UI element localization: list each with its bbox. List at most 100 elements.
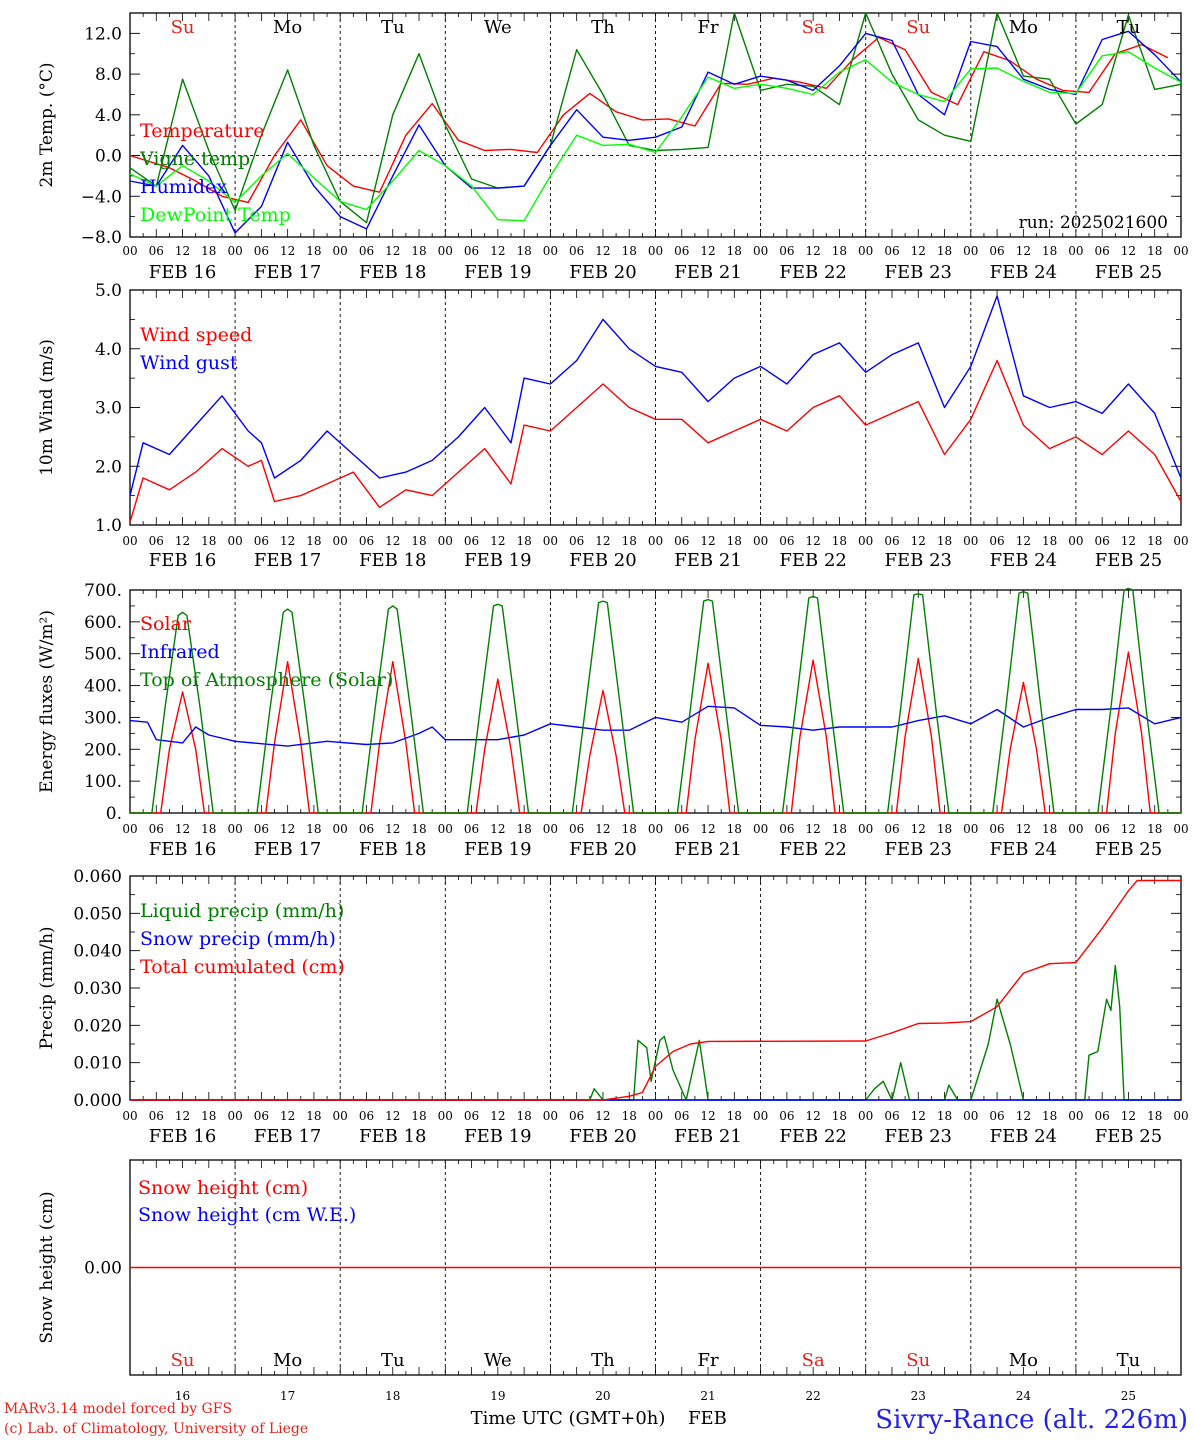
credit-line-1: MARv3.14 model forced by GFS: [4, 1401, 232, 1417]
hour-tick-label: 06: [359, 244, 374, 258]
hour-tick-label: 18: [516, 534, 531, 548]
hour-tick-label: 12: [385, 534, 400, 548]
hour-tick-label: 12: [700, 534, 715, 548]
date-label: FEB 17: [254, 1126, 321, 1147]
hour-tick-label: 00: [648, 1109, 663, 1123]
date-label: FEB 16: [149, 1126, 216, 1147]
hour-tick-label: 06: [464, 1109, 479, 1123]
hour-tick-label: 12: [911, 534, 926, 548]
hour-tick-label: 18: [516, 244, 531, 258]
hour-tick-label: 12: [490, 244, 505, 258]
y-tick-label: 0.020: [73, 1016, 122, 1036]
hour-tick-label: 18: [411, 822, 426, 836]
date-label: FEB 16: [149, 839, 216, 860]
hour-tick-label: 18: [727, 822, 742, 836]
date-label: FEB 18: [359, 839, 426, 860]
date-label: FEB 17: [254, 839, 321, 860]
date-label: FEB 24: [990, 550, 1057, 571]
weekday-label: Mo: [1009, 17, 1038, 38]
date-label: FEB 23: [885, 1126, 952, 1147]
hour-tick-label: 18: [937, 534, 952, 548]
y-tick-label: 0.000: [73, 1091, 122, 1111]
date-label: FEB 21: [674, 262, 741, 283]
panel-frame-2: [129, 589, 1182, 814]
hour-tick-label: 06: [569, 534, 584, 548]
hour-tick-label: 12: [911, 822, 926, 836]
hour-tick-label: 06: [254, 822, 269, 836]
hour-tick-label: 12: [490, 534, 505, 548]
hour-tick-label: 00: [648, 822, 663, 836]
hour-tick-label: 18: [832, 1109, 847, 1123]
weekday-label: Th: [591, 1350, 615, 1371]
hour-tick-label: 00: [122, 1109, 137, 1123]
y-tick-label: 300.: [84, 708, 122, 728]
hour-tick-label: 12: [175, 534, 190, 548]
legend-entry: DewPoint Temp: [140, 204, 291, 226]
date-label: FEB 21: [674, 1126, 741, 1147]
hour-tick-label: 12: [280, 1109, 295, 1123]
hour-tick-label: 06: [1095, 534, 1110, 548]
date-label: FEB 18: [359, 262, 426, 283]
hour-tick-label: 12: [700, 822, 715, 836]
date-label: FEB 18: [359, 1126, 426, 1147]
weekday-label: Su: [171, 17, 195, 38]
date-label: FEB 24: [990, 262, 1057, 283]
legend-entry: Temperature: [140, 120, 264, 142]
hour-tick-label: 18: [727, 534, 742, 548]
hour-tick-label: 06: [989, 1109, 1004, 1123]
hour-tick-label: 18: [727, 244, 742, 258]
weekday-label: Mo: [273, 1350, 302, 1371]
hour-tick-label: 12: [806, 1109, 821, 1123]
hour-tick-label: 06: [464, 244, 479, 258]
hour-tick-label: 00: [333, 244, 348, 258]
hour-tick-label: 18: [411, 534, 426, 548]
hour-tick-label: 00: [543, 1109, 558, 1123]
hour-tick-label: 18: [832, 534, 847, 548]
hour-tick-label: 12: [595, 534, 610, 548]
hour-tick-label: 00: [963, 1109, 978, 1123]
date-label: FEB 22: [779, 839, 846, 860]
hour-tick-label: 18: [622, 244, 637, 258]
hour-tick-label: 06: [674, 1109, 689, 1123]
hour-tick-label: 00: [227, 244, 242, 258]
hour-tick-label: 06: [254, 1109, 269, 1123]
day-number-label: 25: [1121, 1389, 1136, 1403]
hour-tick-label: 00: [227, 822, 242, 836]
y-tick-label: 200.: [84, 740, 122, 760]
day-number-label: 22: [806, 1389, 821, 1403]
legend-entry: Wind gust: [140, 352, 238, 374]
hour-tick-label: 12: [490, 1109, 505, 1123]
legend-entry: Liquid precip (mm/h): [140, 900, 344, 922]
series-line: [129, 705, 1182, 747]
hour-tick-label: 06: [569, 822, 584, 836]
hour-tick-label: 12: [280, 244, 295, 258]
hour-tick-label: 06: [884, 244, 899, 258]
hour-tick-label: 06: [884, 534, 899, 548]
hour-tick-label: 06: [464, 534, 479, 548]
legend-entry: Wind speed: [140, 324, 252, 346]
day-number-label: 16: [175, 1389, 190, 1403]
weekday-label: Su: [906, 1350, 930, 1371]
date-label: FEB 17: [254, 550, 321, 571]
y-tick-label: 8.0: [95, 65, 122, 85]
hour-tick-label: 06: [359, 822, 374, 836]
hour-tick-label: 00: [438, 534, 453, 548]
date-label: FEB 19: [464, 550, 531, 571]
hour-tick-label: 18: [937, 1109, 952, 1123]
hour-tick-label: 12: [595, 244, 610, 258]
hour-tick-label: 18: [411, 1109, 426, 1123]
hour-tick-label: 06: [674, 534, 689, 548]
weekday-label: We: [484, 1350, 512, 1371]
hour-tick-label: 00: [438, 1109, 453, 1123]
hour-tick-label: 12: [385, 244, 400, 258]
hour-tick-label: 00: [1068, 534, 1083, 548]
y-axis-label: Snow height (cm): [37, 1191, 57, 1343]
hour-tick-label: 12: [595, 822, 610, 836]
hour-tick-label: 18: [1042, 1109, 1057, 1123]
day-number-label: 21: [700, 1389, 715, 1403]
hour-tick-label: 06: [779, 534, 794, 548]
hour-tick-label: 12: [1121, 822, 1136, 836]
station-label: Sivry-Rance (alt. 226m): [875, 1405, 1188, 1435]
hour-tick-label: 00: [753, 822, 768, 836]
hour-tick-label: 06: [989, 244, 1004, 258]
